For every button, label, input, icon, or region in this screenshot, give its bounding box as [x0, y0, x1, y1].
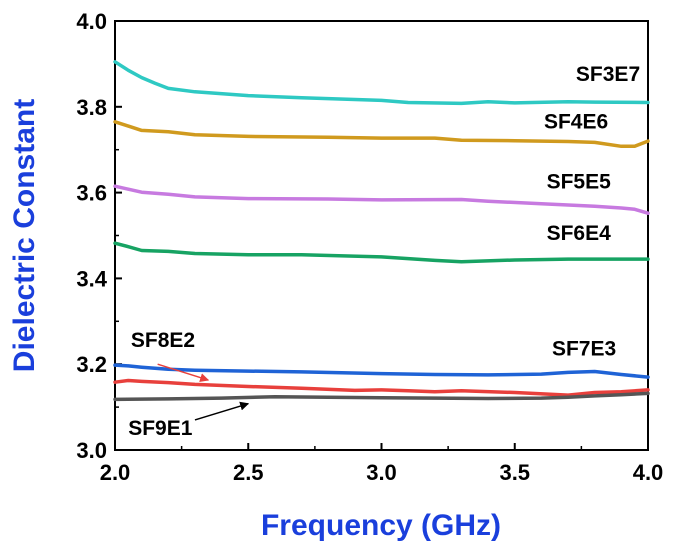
- annotation-arrow-sf9e1: [194, 401, 250, 421]
- series-line-sf9e1: [113, 391, 650, 402]
- series-line-sf7e3: [113, 363, 650, 379]
- y-tick-label-3-2: 3.2: [76, 352, 107, 377]
- series-lines: [113, 60, 650, 402]
- y-tick-label-3-4: 3.4: [76, 266, 107, 291]
- series-line-sf5e5: [113, 184, 650, 215]
- x-axis-ticks: 2.0 2.5 3.0 3.5 4.0: [100, 443, 664, 485]
- y-tick-label-3-8: 3.8: [76, 95, 107, 120]
- annotation-arrow-sf8e2: [157, 363, 210, 382]
- series-label-sf5e5: SF5E5: [547, 170, 612, 193]
- y-tick-label-3-0: 3.0: [76, 438, 107, 463]
- y-tick-label-4-0: 4.0: [76, 9, 107, 34]
- series-label-sf3e7: SF3E7: [576, 63, 640, 86]
- x-tick-label-2-5: 2.5: [233, 460, 264, 485]
- y-axis-ticks: 3.0 3.2 3.4 3.6 3.8 4.0: [76, 9, 122, 463]
- series-label-sf6e4: SF6E4: [547, 222, 612, 245]
- series-annotations: SF3E7 SF4E6 SF5E5 SF6E4 SF7E3 SF8E2 SF9E1: [128, 63, 640, 440]
- x-tick-label-2-0: 2.0: [100, 460, 131, 485]
- series-line-sf6e4: [113, 241, 650, 264]
- series-label-sf8e2: SF8E2: [131, 329, 195, 352]
- series-line-sf4e6: [113, 120, 650, 149]
- x-tick-label-3-5: 3.5: [499, 460, 530, 485]
- series-line-sf3e7: [113, 60, 650, 106]
- series-label-sf7e3: SF7E3: [552, 338, 616, 361]
- series-label-sf4e6: SF4E6: [544, 110, 608, 133]
- series-line-sf8e2: [113, 378, 650, 397]
- x-tick-label-4-0: 4.0: [633, 460, 664, 485]
- series-label-sf9e1: SF9E1: [128, 417, 193, 440]
- x-tick-label-3-0: 3.0: [366, 460, 397, 485]
- y-axis-title: Dielectric Constant: [8, 99, 41, 372]
- x-axis-title: Frequency (GHz): [261, 509, 501, 542]
- y-tick-label-3-6: 3.6: [76, 181, 107, 206]
